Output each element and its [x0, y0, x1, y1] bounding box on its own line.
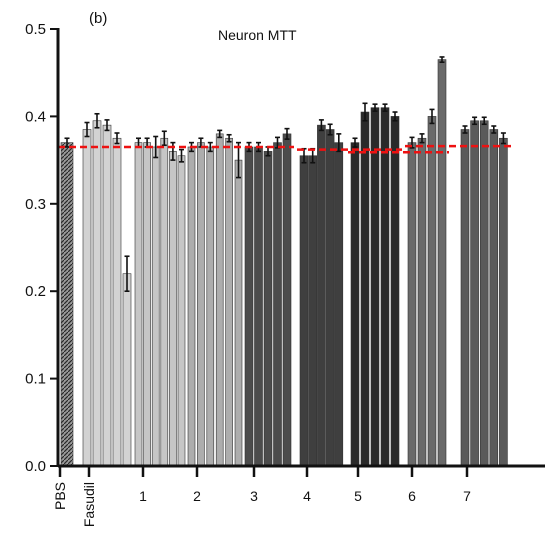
x-tick-label: 1: [139, 488, 147, 504]
bar: [499, 137, 508, 467]
bar-group-7: [350, 102, 400, 467]
bar: [143, 142, 151, 467]
bar: [234, 159, 243, 467]
bar: [282, 133, 292, 467]
bar: [460, 129, 470, 467]
bar: [82, 129, 92, 467]
y-tick-label: 0.0: [25, 458, 46, 475]
bars-layer: [60, 56, 508, 467]
bar: [92, 120, 102, 467]
bar: [112, 137, 122, 467]
bar: [215, 133, 224, 467]
bar: [427, 116, 437, 467]
y-tick-label: 0.4: [25, 108, 46, 125]
bar: [177, 155, 186, 467]
bar: [470, 120, 479, 467]
y-tick-label: 0.3: [25, 196, 46, 213]
x-tick-label: 4: [303, 488, 311, 504]
bar: [244, 146, 254, 467]
x-tick-label: 6: [408, 488, 416, 504]
bar-group-5: [244, 127, 292, 467]
bar: [360, 111, 370, 467]
y-tick-label: 0.5: [25, 21, 46, 38]
bar: [299, 155, 309, 467]
chart-title: Neuron MTT: [218, 27, 297, 43]
bar: [151, 146, 160, 467]
bar: [160, 137, 169, 467]
bar: [273, 142, 282, 467]
reference-line-layer: [58, 144, 515, 154]
bar: [350, 142, 360, 467]
bar: [308, 155, 318, 467]
x-tick-label: PBS: [52, 482, 68, 510]
bar-group-1: [60, 137, 74, 467]
x-tick-label: 5: [354, 488, 362, 504]
bar: [60, 142, 74, 467]
ticks-layer: PBS Fasudil 1 2 3 4 5 6 7 0.0 0.1 0.2 0.3 0.4 0.5: [25, 21, 471, 527]
axes-layer: [56, 28, 545, 468]
bar: [187, 146, 196, 467]
x-tick-label: 7: [463, 488, 471, 504]
bar: [225, 137, 233, 467]
bar: [407, 142, 417, 467]
bar: [169, 151, 177, 467]
bar: [254, 146, 263, 467]
y-tick-label: 0.2: [25, 283, 46, 300]
bar: [390, 116, 400, 467]
bar-group-9: [460, 116, 508, 467]
bar: [479, 120, 489, 467]
bar: [263, 151, 273, 467]
bar: [380, 107, 390, 467]
bar: [317, 124, 326, 467]
bar-group-6: [299, 119, 344, 467]
bar-group-3: [134, 130, 186, 467]
bar: [370, 107, 380, 467]
bar: [102, 124, 112, 467]
bar: [417, 137, 427, 467]
bar-group-4: [187, 129, 243, 467]
bar: [122, 273, 132, 467]
x-tick-label: 3: [250, 488, 258, 504]
x-tick-label: 2: [193, 488, 201, 504]
bar: [206, 146, 215, 467]
bar-group-8: [407, 56, 447, 467]
y-tick-label: 0.1: [25, 371, 46, 388]
bar: [334, 142, 344, 467]
bar: [489, 129, 499, 467]
bar: [437, 59, 447, 467]
bar: [197, 142, 205, 467]
bar: [134, 142, 143, 467]
bar-group-2: [82, 112, 132, 467]
panel-label: (b): [89, 10, 107, 27]
bar: [325, 129, 335, 467]
x-tick-label: Fasudil: [81, 482, 97, 527]
